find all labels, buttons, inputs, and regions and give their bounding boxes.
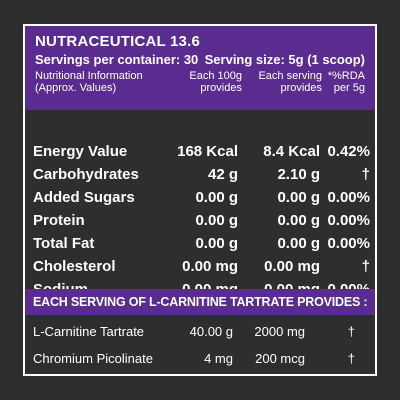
nutrient-rda: † (361, 166, 370, 183)
nutrient-rda: 0.00% (327, 212, 370, 229)
nutrient-per-serving: 0.00 g (277, 189, 320, 206)
component-per-100g: 40.00 g (189, 324, 233, 339)
nutrient-name: Added Sugars (33, 189, 135, 206)
nutrient-per-serving: 2.10 g (277, 166, 320, 183)
component-row: L-Carnitine Tartrate 40.00 g 2000 mg † (25, 318, 375, 345)
nutrient-per-serving: 8.4 Kcal (263, 143, 320, 160)
serving-size: Serving size: 5g (1 scoop) (204, 52, 365, 67)
nutrient-rda: † (361, 258, 370, 275)
nutrient-name: Carbohydrates (33, 166, 139, 183)
nutrient-name: Cholesterol (33, 258, 116, 275)
nutrient-name: Total Fat (33, 235, 95, 252)
nutrient-per-100g: 0.00 g (195, 189, 238, 206)
section-band: EACH SERVING OF L-CARNITINE TARTRATE PRO… (25, 289, 375, 315)
component-name: Chromium Picolinate (33, 351, 153, 366)
nutrient-row: Carbohydrates 42 g 2.10 g † (25, 163, 375, 186)
nutrient-row: Cholesterol 0.00 mg 0.00 mg † (25, 255, 375, 278)
nutrient-name: Energy Value (33, 143, 128, 160)
nutrient-per-100g: 0.00 g (195, 235, 238, 252)
column-header-per-serving: Each serving provides (258, 70, 323, 94)
nutrient-per-serving: 0.00 g (277, 235, 320, 252)
nutrient-per-100g: 42 g (207, 166, 238, 183)
nutrient-row: Total Fat 0.00 g 0.00 g 0.00% (25, 232, 375, 255)
servings-row: Servings per container: 30 Serving size:… (35, 52, 365, 68)
nutrient-row: Energy Value 168 Kcal 8.4 Kcal 0.42% (25, 140, 375, 163)
nutrient-rda: 0.00% (327, 189, 370, 206)
nutrient-row: Protein 0.00 g 0.00 g 0.00% (25, 209, 375, 232)
column-headers: Nutritional Information (Approx. Values)… (35, 70, 365, 94)
nutrient-per-serving: 0.00 g (277, 212, 320, 229)
component-per-100g: 4 mg (204, 351, 233, 366)
nutrient-per-100g: 168 Kcal (177, 143, 238, 160)
component-table: L-Carnitine Tartrate 40.00 g 2000 mg † C… (25, 318, 375, 372)
nutrient-table: Energy Value 168 Kcal 8.4 Kcal 0.42% Car… (25, 110, 375, 301)
nutrient-rda: 0.42% (327, 143, 370, 160)
column-header-rda: *%RDA per 5g (327, 70, 365, 94)
nutrient-name: Protein (33, 212, 85, 229)
component-rda: † (347, 351, 355, 366)
servings-per-container: Servings per container: 30 (35, 52, 199, 67)
nutrient-row: Added Sugars 0.00 g 0.00 g 0.00% (25, 186, 375, 209)
nutrient-per-100g: 0.00 mg (182, 258, 238, 275)
component-per-serving: 2000 mg (254, 324, 305, 339)
nutrition-label: NUTRACEUTICAL 13.6 Servings per containe… (23, 24, 377, 376)
component-row: Chromium Picolinate 4 mg 200 mcg † (25, 345, 375, 372)
component-name: L-Carnitine Tartrate (33, 324, 145, 339)
product-title: NUTRACEUTICAL 13.6 (35, 33, 201, 50)
component-rda: † (347, 324, 355, 339)
nutrient-per-100g: 0.00 g (195, 212, 238, 229)
column-header-per-100g: Each 100g provides (189, 70, 242, 94)
label-header: NUTRACEUTICAL 13.6 Servings per containe… (25, 26, 375, 110)
column-header-nutrient: Nutritional Information (Approx. Values) (35, 70, 143, 94)
nutrient-rda: 0.00% (327, 235, 370, 252)
nutrient-per-serving: 0.00 mg (264, 258, 320, 275)
component-per-serving: 200 mcg (255, 351, 305, 366)
